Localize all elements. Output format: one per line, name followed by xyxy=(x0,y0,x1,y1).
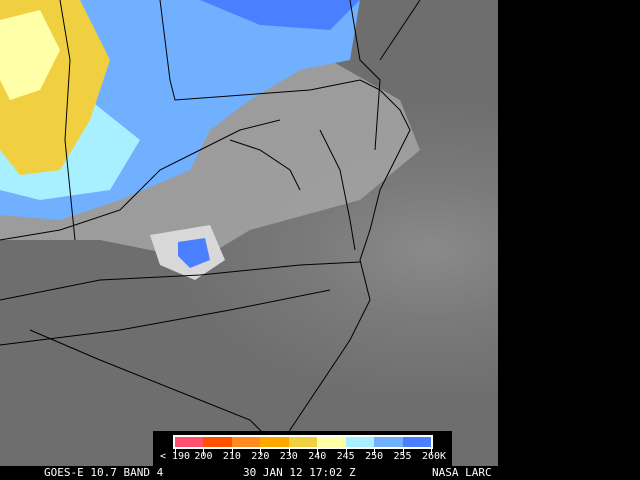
tick-label: 240 xyxy=(308,451,327,462)
state-boundaries xyxy=(0,0,421,466)
satellite-ir-image xyxy=(0,0,498,466)
source-label: NASA LARC xyxy=(432,466,492,479)
color-swatch xyxy=(402,437,431,447)
tick-label: 245 xyxy=(336,451,355,462)
color-swatch xyxy=(374,437,403,447)
blank-margin xyxy=(498,0,640,466)
temperature-color-scale: < 190 200 210 220 230 240 245 250 255 260 K xyxy=(153,431,452,466)
cloud-blue-strip xyxy=(200,0,360,30)
tick-mark xyxy=(203,449,205,455)
cloud-pale-yellow-region xyxy=(0,10,60,100)
color-swatch xyxy=(345,437,375,447)
tick-label: 220 xyxy=(251,451,270,462)
color-swatch xyxy=(260,437,289,447)
tick-label: 200 xyxy=(194,451,213,462)
unit-label: K xyxy=(439,451,447,462)
color-swatch xyxy=(203,437,232,447)
tick-label: 255 xyxy=(393,451,412,462)
cloud-and-map-overlay xyxy=(0,0,421,466)
caption-bar: GOES-E 10.7 BAND 4 30 JAN 12 17:02 Z NAS… xyxy=(0,466,640,480)
tick-label: 230 xyxy=(279,451,298,462)
datetime-label: 30 JAN 12 17:02 Z xyxy=(243,466,356,479)
tick-labels: < 190 200 210 220 230 240 245 250 255 260 K xyxy=(153,451,452,465)
tick-mark xyxy=(402,449,404,455)
tick-mark xyxy=(175,449,176,455)
tick-mark xyxy=(317,449,319,455)
tick-mark xyxy=(231,449,233,455)
tick-label: 250 xyxy=(365,451,384,462)
tick-label: 260 xyxy=(421,451,441,462)
tick-mark xyxy=(345,449,347,455)
tick-label: < 190 xyxy=(159,451,191,462)
color-swatch xyxy=(288,437,318,447)
tick-mark xyxy=(374,449,376,455)
tick-mark xyxy=(288,449,290,455)
color-bar xyxy=(173,435,433,449)
tick-label: 210 xyxy=(222,451,241,462)
cloud-blue-patch xyxy=(178,238,210,268)
tick-mark xyxy=(431,449,432,455)
color-swatch xyxy=(175,437,204,447)
color-swatch xyxy=(317,437,346,447)
tick-mark xyxy=(260,449,262,455)
color-swatch xyxy=(231,437,261,447)
satellite-band-label: GOES-E 10.7 BAND 4 xyxy=(44,466,164,479)
